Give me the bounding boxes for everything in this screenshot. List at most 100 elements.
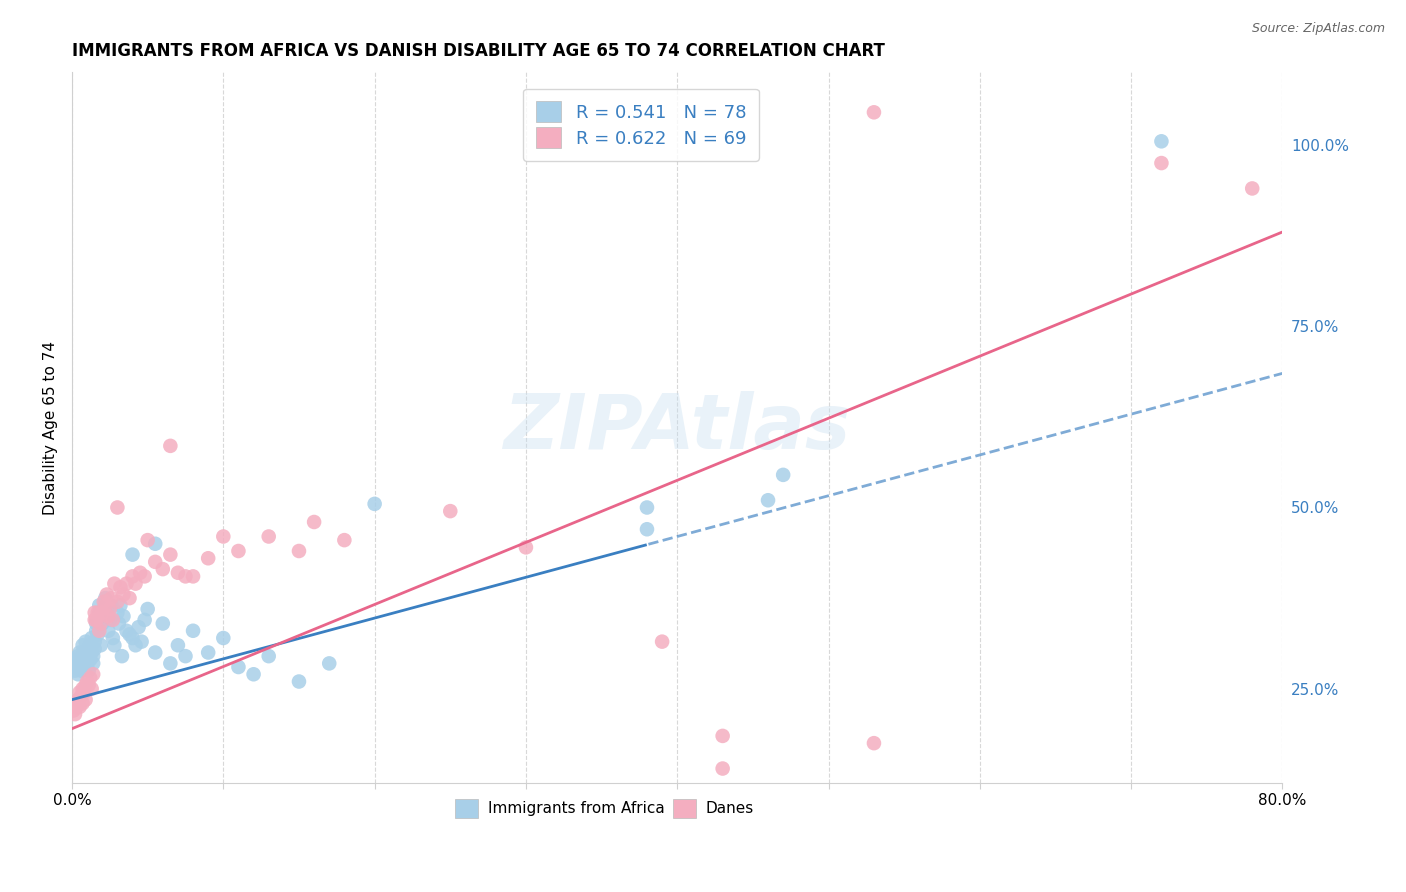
Point bbox=[124, 576, 146, 591]
Text: Source: ZipAtlas.com: Source: ZipAtlas.com bbox=[1251, 22, 1385, 36]
Point bbox=[121, 548, 143, 562]
Point bbox=[143, 646, 166, 660]
Point bbox=[80, 681, 103, 696]
Point bbox=[129, 566, 152, 580]
Point bbox=[136, 533, 159, 548]
Point bbox=[100, 599, 122, 613]
Point bbox=[756, 493, 779, 508]
Point bbox=[84, 613, 107, 627]
Point bbox=[79, 653, 101, 667]
Point bbox=[110, 580, 132, 594]
Point bbox=[128, 620, 150, 634]
Point bbox=[77, 641, 100, 656]
Point bbox=[118, 591, 141, 606]
Point bbox=[77, 678, 100, 692]
Point bbox=[107, 606, 129, 620]
Point bbox=[70, 664, 93, 678]
Point bbox=[134, 569, 156, 583]
Point bbox=[167, 638, 190, 652]
Point bbox=[136, 602, 159, 616]
Point bbox=[1241, 181, 1264, 195]
Point bbox=[112, 587, 135, 601]
Point bbox=[82, 657, 104, 671]
Point bbox=[115, 576, 138, 591]
Point bbox=[89, 599, 111, 613]
Point bbox=[257, 649, 280, 664]
Point bbox=[318, 657, 340, 671]
Point bbox=[363, 497, 385, 511]
Point bbox=[143, 555, 166, 569]
Point bbox=[87, 627, 110, 641]
Point bbox=[82, 649, 104, 664]
Point bbox=[288, 544, 311, 558]
Point bbox=[107, 595, 129, 609]
Point bbox=[1150, 156, 1173, 170]
Point bbox=[76, 674, 98, 689]
Point bbox=[87, 613, 110, 627]
Point bbox=[863, 105, 886, 120]
Point bbox=[93, 595, 115, 609]
Point bbox=[84, 616, 107, 631]
Point bbox=[152, 562, 174, 576]
Point bbox=[131, 634, 153, 648]
Point bbox=[651, 634, 673, 648]
Point bbox=[69, 685, 91, 699]
Point bbox=[1150, 134, 1173, 148]
Point bbox=[636, 522, 658, 536]
Point bbox=[93, 602, 115, 616]
Point bbox=[72, 638, 94, 652]
Point bbox=[212, 529, 235, 543]
Point bbox=[91, 606, 114, 620]
Point bbox=[107, 500, 129, 515]
Point bbox=[75, 660, 97, 674]
Point bbox=[711, 762, 734, 776]
Point bbox=[82, 667, 104, 681]
Text: IMMIGRANTS FROM AFRICA VS DANISH DISABILITY AGE 65 TO 74 CORRELATION CHART: IMMIGRANTS FROM AFRICA VS DANISH DISABIL… bbox=[72, 42, 884, 60]
Point bbox=[67, 667, 90, 681]
Point bbox=[333, 533, 356, 548]
Text: ZIPAtlas: ZIPAtlas bbox=[503, 391, 851, 465]
Point bbox=[100, 591, 122, 606]
Point bbox=[257, 529, 280, 543]
Point bbox=[124, 638, 146, 652]
Point bbox=[65, 660, 87, 674]
Point bbox=[63, 653, 86, 667]
Point bbox=[75, 678, 97, 692]
Point bbox=[79, 638, 101, 652]
Point bbox=[73, 685, 96, 699]
Point bbox=[72, 681, 94, 696]
Point bbox=[97, 609, 120, 624]
Point bbox=[143, 537, 166, 551]
Point bbox=[73, 646, 96, 660]
Point bbox=[87, 606, 110, 620]
Point bbox=[83, 641, 105, 656]
Point bbox=[84, 624, 107, 638]
Point bbox=[63, 664, 86, 678]
Point bbox=[515, 541, 537, 555]
Point bbox=[134, 613, 156, 627]
Point bbox=[103, 638, 125, 652]
Point bbox=[228, 660, 250, 674]
Point bbox=[121, 631, 143, 645]
Point bbox=[69, 699, 91, 714]
Legend: Immigrants from Africa, Danes: Immigrants from Africa, Danes bbox=[449, 791, 762, 825]
Point bbox=[636, 500, 658, 515]
Point bbox=[67, 692, 90, 706]
Point bbox=[112, 609, 135, 624]
Point bbox=[98, 613, 121, 627]
Point bbox=[863, 736, 886, 750]
Point bbox=[62, 704, 84, 718]
Point bbox=[181, 569, 204, 583]
Point bbox=[228, 544, 250, 558]
Point bbox=[72, 696, 94, 710]
Point bbox=[72, 657, 94, 671]
Point bbox=[76, 649, 98, 664]
Point bbox=[62, 657, 84, 671]
Point bbox=[197, 646, 219, 660]
Point bbox=[63, 696, 86, 710]
Point bbox=[70, 653, 93, 667]
Point bbox=[67, 649, 90, 664]
Point bbox=[181, 624, 204, 638]
Point bbox=[108, 616, 131, 631]
Point bbox=[91, 616, 114, 631]
